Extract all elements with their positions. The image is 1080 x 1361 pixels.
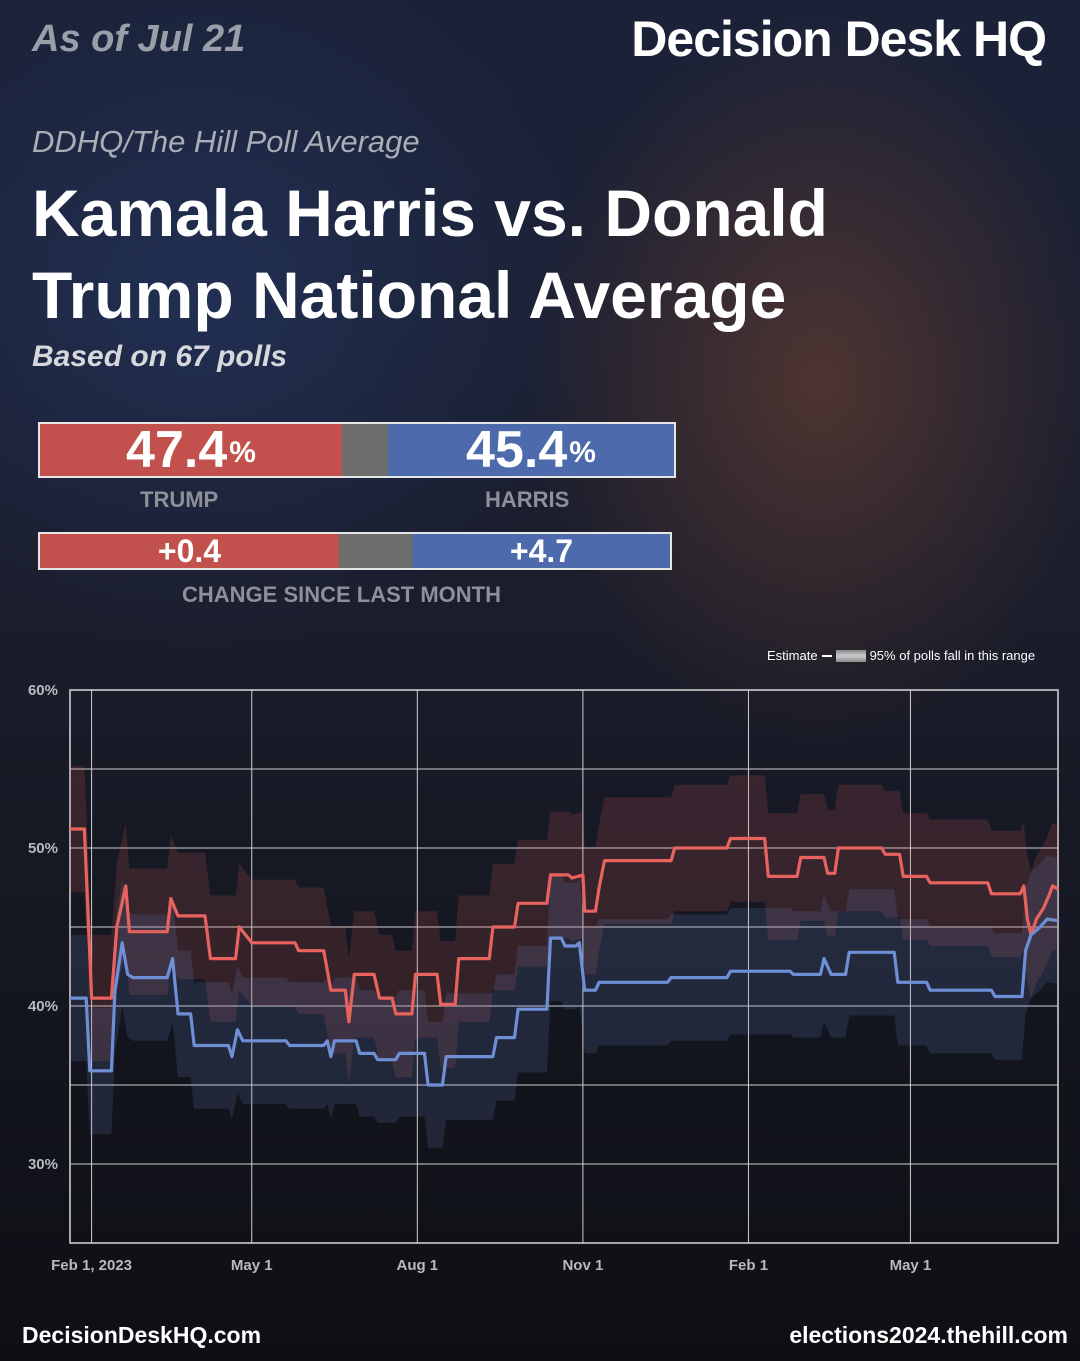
legend-range-label: 95% of polls fall in this range bbox=[869, 648, 1036, 663]
trump-change: +0.4 bbox=[40, 533, 339, 569]
trump-average: 47.4% bbox=[40, 421, 342, 479]
y-tick-label: 60% bbox=[28, 682, 58, 699]
footer-left-url[interactable]: DecisionDeskHQ.com bbox=[22, 1322, 262, 1348]
x-tick-label: May 1 bbox=[231, 1257, 273, 1274]
legend-estimate-label: Estimate bbox=[767, 648, 818, 663]
legend-range-swatch bbox=[835, 649, 866, 662]
x-tick-label: Feb 1, 2023 bbox=[51, 1257, 132, 1274]
harris-label: HARRIS bbox=[485, 487, 570, 512]
change-gap-segment bbox=[339, 534, 413, 568]
harris-average: 45.4% bbox=[388, 421, 674, 479]
logo-text: Decision Desk HQ bbox=[631, 11, 1047, 67]
harris-average-value: 45.4 bbox=[466, 421, 568, 479]
harris-percent-sign: % bbox=[569, 436, 596, 469]
chart-grid bbox=[69, 689, 1059, 1244]
y-axis: 60% 50% 40% 30% bbox=[28, 682, 58, 1173]
harris-range-band bbox=[70, 855, 1058, 1149]
x-tick-label: Feb 1 bbox=[729, 1257, 768, 1274]
page-title: Kamala Harris vs. Donald Trump National … bbox=[32, 176, 828, 332]
x-tick-label: May 1 bbox=[890, 1257, 932, 1274]
trump-range-band bbox=[70, 765, 1058, 1085]
harris-average-line bbox=[70, 917, 1059, 1087]
change-label: CHANGE SINCE LAST MONTH bbox=[182, 582, 501, 607]
trump-percent-sign: % bbox=[229, 436, 256, 469]
x-tick-label: Nov 1 bbox=[562, 1257, 603, 1274]
poll-source-label: DDHQ/The Hill Poll Average bbox=[32, 124, 420, 159]
trump-average-value: 47.4 bbox=[126, 421, 228, 479]
chart-ranges bbox=[70, 765, 1058, 1149]
x-tick-label: Aug 1 bbox=[396, 1257, 438, 1274]
ddhq-logo: Decision Desk HQ bbox=[631, 10, 1047, 68]
harris-change: +4.7 bbox=[413, 533, 670, 569]
y-tick-label: 40% bbox=[28, 998, 58, 1015]
y-tick-label: 30% bbox=[28, 1156, 58, 1173]
chart-legend: Estimate 95% of polls fall in this range bbox=[767, 648, 1035, 663]
as-of-date: As of Jul 21 bbox=[32, 18, 246, 60]
footer-right-url[interactable]: elections2024.thehill.com bbox=[789, 1322, 1068, 1348]
trump-average-line bbox=[70, 827, 1059, 1024]
legend-estimate-line bbox=[821, 654, 832, 657]
undecided-segment bbox=[342, 424, 388, 476]
average-bar: 47.4% 45.4% bbox=[38, 421, 676, 479]
plot-frame bbox=[69, 689, 1059, 1244]
trump-label: TRUMP bbox=[140, 487, 219, 512]
x-axis: Feb 1, 2023 May 1 Aug 1 Nov 1 Feb 1 May 1 bbox=[51, 1257, 931, 1274]
chart-series bbox=[70, 827, 1059, 1087]
change-bar: +0.4 +4.7 bbox=[38, 532, 672, 570]
y-tick-label: 50% bbox=[28, 840, 58, 857]
poll-count: Based on 67 polls bbox=[32, 340, 288, 373]
